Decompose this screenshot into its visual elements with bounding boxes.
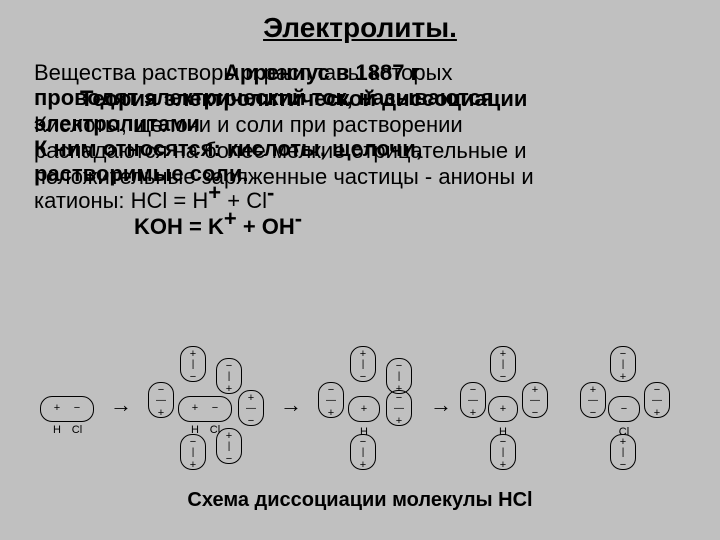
water-ion: −—+: [318, 382, 344, 418]
water-ion: −—+: [460, 382, 486, 418]
diagram-caption: Схема диссоциации молекулы HCl: [0, 489, 720, 512]
line2b: Теория электролитической диссоциации: [80, 86, 527, 111]
eq2a: KOH = K: [134, 214, 224, 239]
dissociation-diagram: +H−Cl → +|− −|+ −—+ +H−Cl +—− −|+ +|− → …: [40, 338, 680, 478]
hcl-molecule: +H−Cl: [178, 396, 232, 422]
body-text: Вещества растворы и расплавы которых Арр…: [34, 60, 686, 239]
line5b: положительные заряженные частицы - анион…: [34, 164, 534, 189]
line4b: распадаются на более мелкие отрицательны…: [34, 138, 527, 163]
line1b: Аррениус в 1887 г: [224, 60, 420, 85]
water-ion: +|−: [610, 434, 636, 470]
water-ion: +—−: [238, 390, 264, 426]
eq1a: катионы: HCl = H: [34, 188, 208, 213]
water-ion: +|−: [490, 346, 516, 382]
water-ion: −—+: [386, 390, 412, 426]
arrow-icon: →: [280, 392, 302, 418]
line3b: Кислоты, щелочи и соли при растворении: [34, 112, 463, 137]
water-ion: −|+: [610, 346, 636, 382]
hcl-molecule: +H−Cl: [40, 396, 94, 422]
arrow-icon: →: [430, 392, 452, 418]
water-ion: +|−: [350, 346, 376, 382]
water-ion: −—+: [148, 382, 174, 418]
cl-ion: −Cl: [608, 396, 640, 422]
water-ion: −|+: [490, 434, 516, 470]
eq2b: + OH: [237, 214, 295, 239]
page-title: Электролиты.: [0, 0, 720, 44]
sup-minus1: -: [267, 180, 274, 205]
water-ion: +|−: [216, 428, 242, 464]
water-ion: +—−: [522, 382, 548, 418]
arrow-icon: →: [110, 392, 132, 418]
water-ion: −|+: [350, 434, 376, 470]
water-ion: −|+: [216, 358, 242, 394]
sup-minus2: -: [295, 206, 302, 231]
h-ion: +H: [348, 396, 380, 422]
water-ion: −|+: [386, 358, 412, 394]
water-ion: −—+: [644, 382, 670, 418]
h-ion: +H: [488, 396, 518, 422]
water-ion: +—−: [580, 382, 606, 418]
sup-plus2: +: [224, 206, 237, 231]
sup-plus1: +: [208, 180, 221, 205]
water-ion: +|−: [180, 346, 206, 382]
water-ion: −|+: [180, 434, 206, 470]
